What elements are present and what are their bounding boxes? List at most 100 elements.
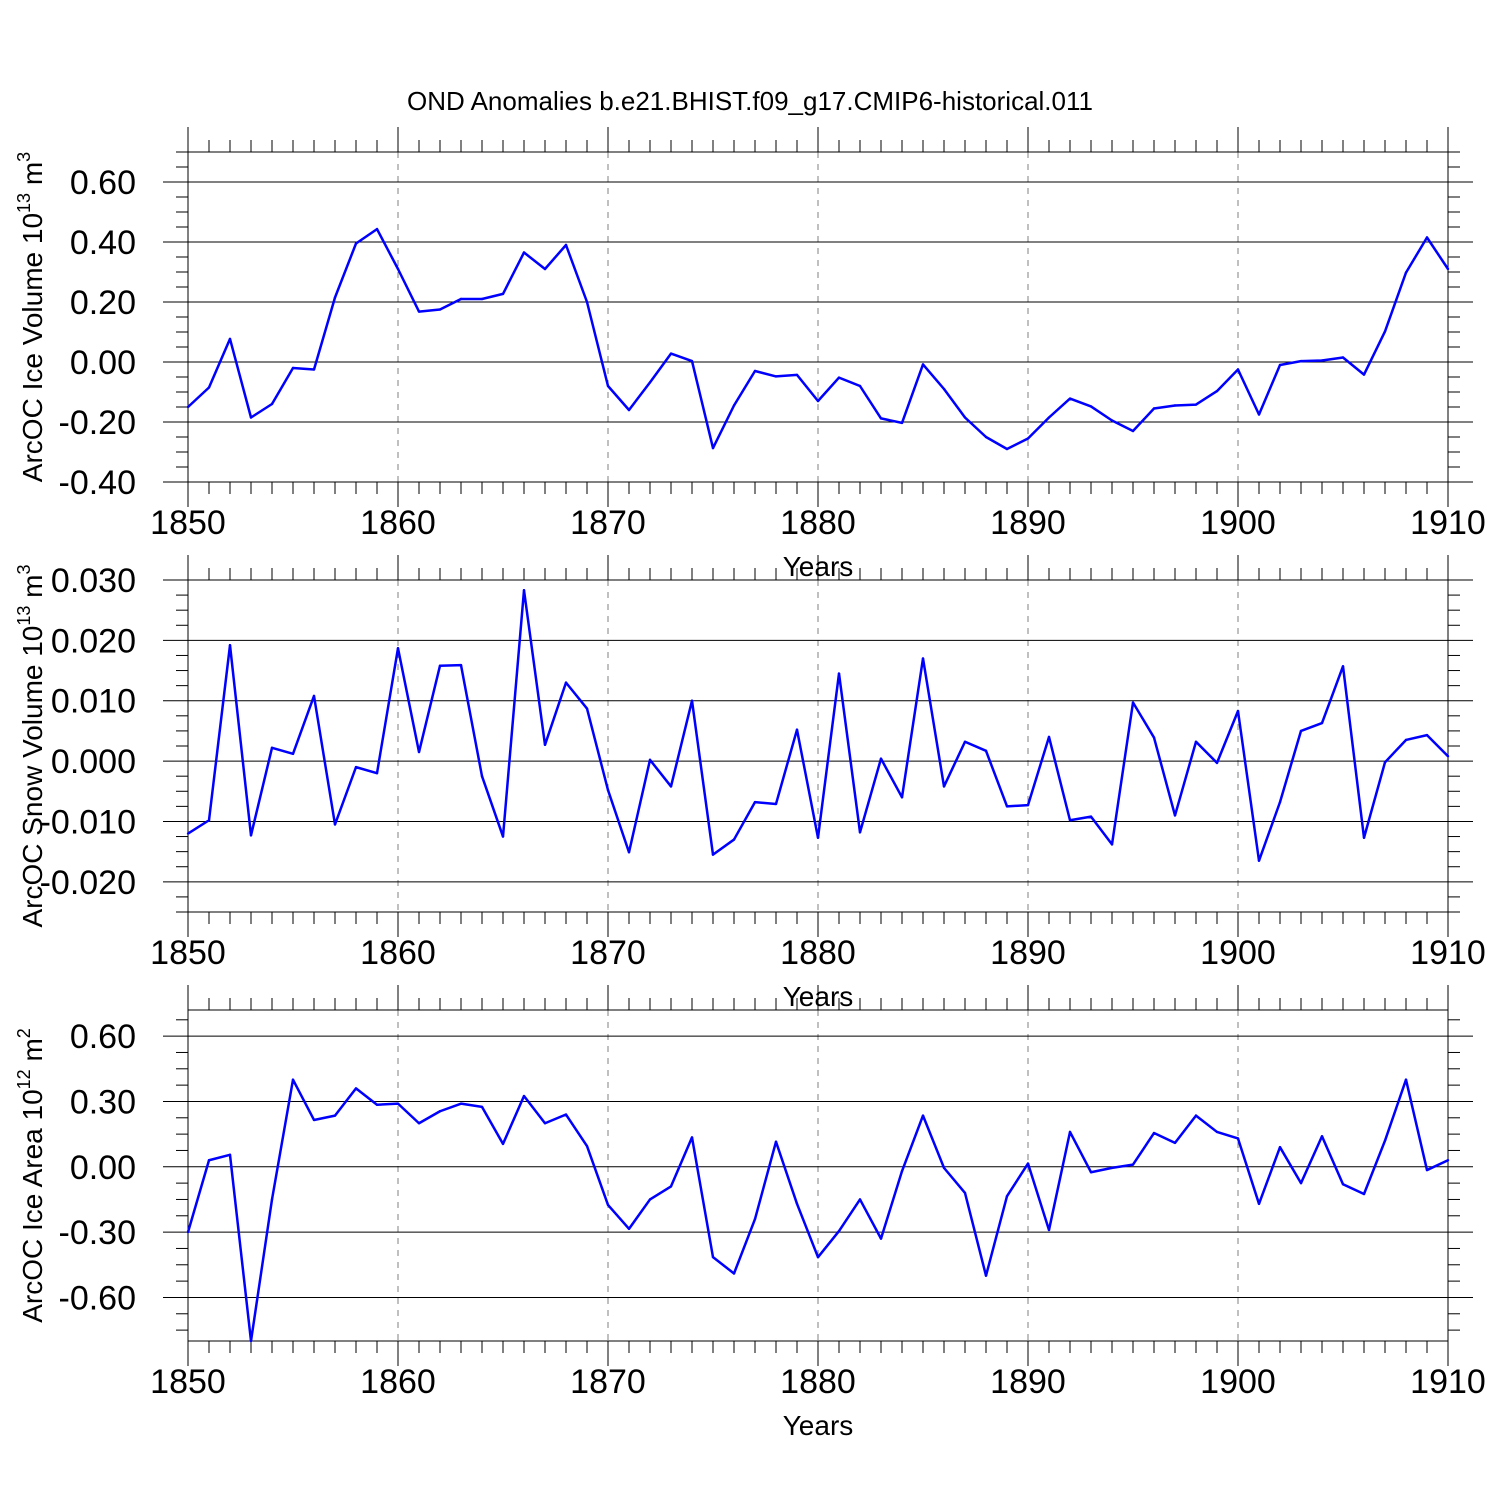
data-point bbox=[1194, 740, 1198, 743]
data-point bbox=[1425, 236, 1429, 239]
data-point bbox=[963, 740, 967, 743]
data-point bbox=[648, 1198, 652, 1201]
y-axis-title: ArcOC Ice Area 1012 m2 bbox=[14, 1028, 48, 1323]
y-tick-label: 0.40 bbox=[70, 224, 136, 262]
data-point bbox=[816, 836, 820, 839]
data-point bbox=[984, 435, 988, 439]
data-point bbox=[1404, 738, 1408, 742]
data-point bbox=[1383, 1139, 1387, 1142]
data-point bbox=[1425, 733, 1429, 737]
data-point bbox=[648, 758, 652, 762]
data-point bbox=[1026, 437, 1030, 440]
data-point bbox=[669, 785, 673, 788]
data-point bbox=[312, 1118, 316, 1122]
data-point bbox=[942, 1166, 946, 1170]
data-point bbox=[396, 647, 400, 650]
data-point bbox=[753, 800, 757, 804]
data-point bbox=[585, 300, 589, 304]
data-point bbox=[858, 831, 862, 834]
data-point bbox=[312, 368, 316, 371]
data-point bbox=[438, 1110, 442, 1113]
data-point bbox=[858, 384, 862, 388]
data-point bbox=[375, 771, 379, 775]
y-tick-label: 0.020 bbox=[51, 622, 136, 660]
data-point bbox=[543, 267, 547, 271]
data-point bbox=[1446, 267, 1450, 271]
data-point bbox=[543, 1122, 547, 1125]
x-tick-label: 1880 bbox=[780, 934, 856, 972]
data-point bbox=[459, 297, 463, 301]
data-point bbox=[837, 672, 841, 675]
data-point bbox=[1005, 805, 1009, 808]
data-point bbox=[228, 643, 232, 647]
data-point bbox=[690, 359, 694, 363]
data-point bbox=[585, 1144, 589, 1148]
data-point bbox=[1047, 1228, 1051, 1232]
data-point bbox=[396, 267, 400, 271]
data-point bbox=[480, 1105, 484, 1109]
data-point bbox=[543, 743, 547, 746]
data-point bbox=[1236, 709, 1240, 713]
data-point bbox=[1278, 1145, 1282, 1149]
data-point bbox=[963, 1191, 967, 1195]
data-point bbox=[564, 1113, 568, 1116]
x-tick-label: 1910 bbox=[1410, 934, 1486, 972]
data-point bbox=[291, 1078, 295, 1081]
data-point bbox=[606, 384, 610, 388]
data-point bbox=[501, 1142, 505, 1146]
x-tick-label: 1890 bbox=[990, 504, 1066, 542]
data-point bbox=[564, 681, 568, 684]
data-point bbox=[648, 381, 652, 384]
data-point bbox=[795, 1202, 799, 1206]
x-tick-label: 1850 bbox=[150, 504, 226, 542]
data-point bbox=[921, 657, 925, 660]
data-point bbox=[1341, 356, 1345, 359]
data-point bbox=[1026, 803, 1030, 807]
data-point bbox=[1215, 1130, 1219, 1134]
data-point bbox=[564, 243, 568, 247]
data-point bbox=[1089, 815, 1093, 818]
data-point bbox=[774, 375, 778, 378]
x-tick-label: 1850 bbox=[150, 934, 226, 972]
y-tick-label: -0.30 bbox=[59, 1214, 137, 1252]
data-point bbox=[1257, 413, 1261, 416]
data-point bbox=[249, 416, 253, 419]
data-point bbox=[270, 1198, 274, 1201]
data-point bbox=[711, 853, 715, 856]
data-point bbox=[501, 292, 505, 296]
data-point bbox=[1446, 755, 1450, 758]
data-point bbox=[333, 1114, 337, 1117]
data-point bbox=[1404, 271, 1408, 274]
data-point bbox=[1173, 404, 1177, 407]
data-point bbox=[1110, 419, 1114, 422]
y-axis-title: ArcOC Ice Volume 1013 m3 bbox=[14, 152, 48, 482]
data-point bbox=[459, 663, 463, 667]
data-point bbox=[501, 835, 505, 838]
data-point bbox=[858, 1198, 862, 1201]
plot-frame bbox=[187, 1009, 1449, 1342]
y-tick-label: -0.40 bbox=[59, 464, 137, 502]
data-point bbox=[942, 785, 946, 788]
data-point bbox=[732, 838, 736, 841]
data-point bbox=[942, 387, 946, 391]
x-tick-label: 1880 bbox=[780, 1363, 856, 1401]
data-point bbox=[1152, 1131, 1156, 1135]
data-point bbox=[1194, 403, 1198, 406]
data-point bbox=[753, 369, 757, 373]
data-point bbox=[522, 589, 526, 592]
data-point bbox=[1215, 761, 1219, 765]
data-point bbox=[480, 774, 484, 778]
y-tick-label: 0.30 bbox=[70, 1083, 136, 1121]
y-tick-label: -0.20 bbox=[59, 404, 137, 442]
data-point bbox=[1341, 1183, 1345, 1186]
data-point bbox=[879, 417, 883, 420]
data-point bbox=[900, 421, 904, 425]
data-point bbox=[1089, 1171, 1093, 1174]
data-point bbox=[396, 1102, 400, 1105]
y-tick-label: 0.20 bbox=[70, 284, 136, 322]
data-point bbox=[1047, 735, 1051, 739]
data-point bbox=[207, 819, 211, 822]
data-point bbox=[417, 310, 421, 313]
data-point bbox=[1320, 359, 1324, 362]
data-point bbox=[690, 699, 694, 702]
